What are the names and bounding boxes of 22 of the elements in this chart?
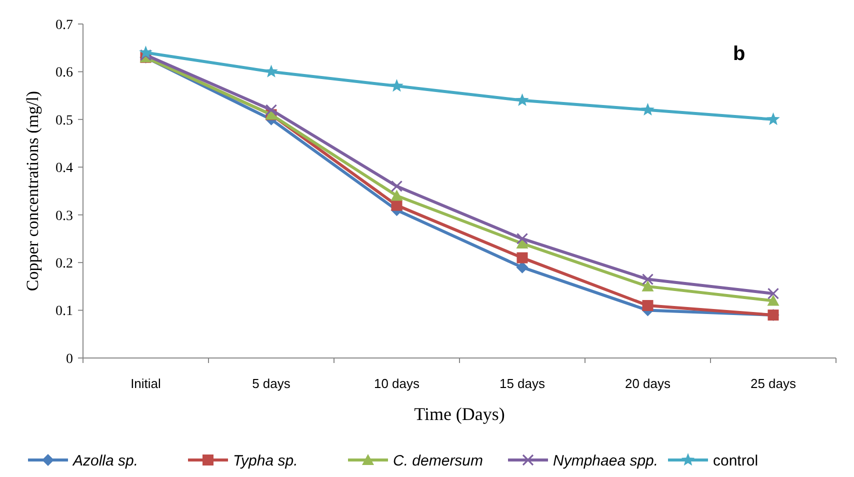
y-tick-label: 0.1 — [56, 304, 73, 320]
x-tick-label: 25 days — [750, 376, 797, 391]
y-axis-title: Copper concentrations (mg/l) — [23, 90, 42, 292]
y-tick-label: 0.7 — [56, 18, 73, 33]
x-tick-label: Initial — [130, 376, 162, 391]
x-axis-title: Time (Days) — [414, 404, 505, 424]
legend-label: Nymphaea spp. — [553, 452, 658, 470]
legend-label: control — [713, 452, 758, 470]
y-tick-label: 0.3 — [56, 208, 73, 224]
x-tick-label: 10 days — [374, 376, 420, 391]
annotation: b — [733, 43, 746, 65]
y-tick-label: 0 — [66, 352, 73, 367]
legend-label: Azolla sp. — [72, 452, 138, 470]
x-tick-label: 20 days — [624, 376, 672, 391]
legend-label: Typha sp. — [233, 452, 298, 470]
x-tick-label: 15 days — [499, 376, 546, 391]
y-tick-label: 0.4 — [56, 161, 73, 176]
y-tick-label: 0.5 — [56, 113, 73, 128]
legend-label: C. demersum — [393, 452, 484, 470]
y-tick-label: 0.2 — [56, 256, 73, 272]
x-tick-label: 5 days — [252, 376, 291, 391]
y-tick-label: 0.6 — [56, 66, 73, 81]
